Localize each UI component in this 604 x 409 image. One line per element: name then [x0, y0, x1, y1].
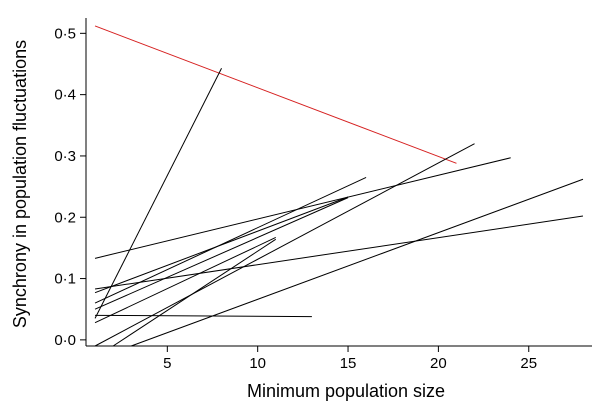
series-line-9: [94, 143, 475, 347]
series-line-1: [94, 25, 457, 164]
series-line-8: [95, 314, 312, 318]
series-line-6: [94, 237, 276, 324]
x-tick-label: 20: [430, 355, 447, 372]
y-tick-label: 0·5: [54, 25, 76, 42]
y-tick-label: 0·0: [54, 332, 76, 349]
series-line-7: [94, 215, 584, 290]
series-line-5: [94, 197, 349, 310]
y-tick-label: 0·1: [54, 271, 76, 288]
series-line-11: [131, 178, 584, 347]
series-line-3: [94, 157, 511, 259]
x-tick-label: 10: [249, 355, 266, 372]
x-axis-ticks: 5 10 15 20 25: [163, 346, 537, 372]
y-axis-ticks: 0·0 0·1 0·2 0·3 0·4 0·5: [54, 25, 86, 349]
series-line-12: [94, 196, 349, 294]
x-tick-label: 25: [520, 355, 537, 372]
y-tick-label: 0·3: [54, 148, 76, 165]
series-line-4: [94, 176, 367, 304]
series-line-10: [112, 238, 277, 347]
x-tick-label: 15: [340, 355, 357, 372]
x-tick-label: 5: [163, 355, 171, 372]
y-tick-label: 0·4: [54, 87, 76, 104]
series-line-2: [94, 68, 222, 319]
x-axis-label: Minimum population size: [247, 381, 445, 401]
y-tick-label: 0·2: [54, 209, 76, 226]
y-axis-label: Synchrony in population fluctuations: [10, 40, 30, 328]
series-group: [94, 25, 584, 347]
